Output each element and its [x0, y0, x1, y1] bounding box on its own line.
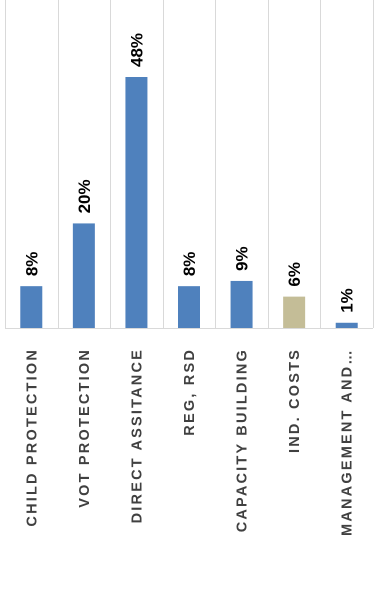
bar [20, 286, 43, 328]
bar [283, 296, 306, 328]
bar [72, 223, 95, 328]
category-label: DIRECT ASSITANCE [129, 348, 145, 523]
category-label: REG, RSD [182, 348, 198, 436]
data-labels: 8% 20% 48% 8% 9% 6% 1% [22, 33, 356, 313]
category-label: CHILD PROTECTION [24, 348, 40, 527]
category-label: IND. COSTS [287, 348, 303, 453]
data-label: 20% [75, 179, 94, 213]
bar [230, 280, 253, 328]
bar [125, 77, 148, 328]
bar [178, 286, 200, 328]
data-label: 1% [338, 288, 357, 313]
bar [335, 322, 358, 328]
category-label: VOT PROTECTION [77, 348, 93, 508]
grid-lines [5, 0, 374, 328]
category-labels: CHILD PROTECTION VOT PROTECTION DIRECT ASS… [24, 348, 355, 536]
data-label: 6% [285, 262, 304, 287]
data-label: 48% [127, 33, 146, 67]
data-label: 8% [180, 252, 199, 277]
category-label: CAPACITY BUILDING [235, 348, 251, 532]
data-label: 9% [233, 246, 252, 271]
category-label: MANAGEMENT AND… [340, 348, 356, 536]
bars [20, 77, 358, 328]
data-label: 8% [22, 252, 41, 277]
